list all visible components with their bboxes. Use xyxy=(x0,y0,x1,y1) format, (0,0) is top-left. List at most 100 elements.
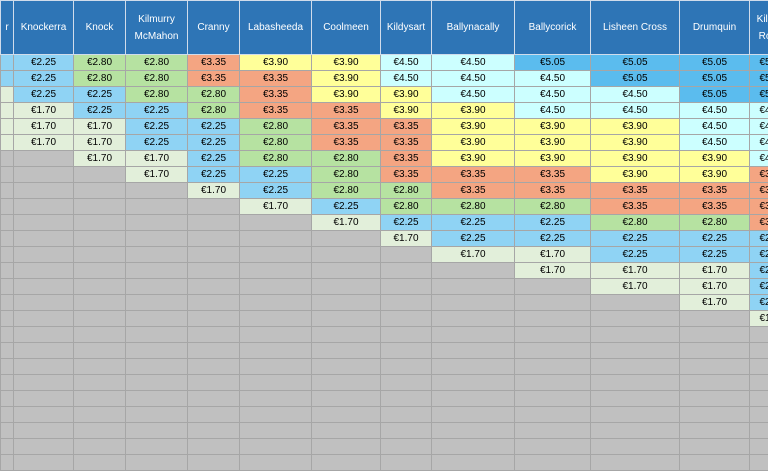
empty-cell[interactable] xyxy=(14,423,74,439)
column-header[interactable]: Kilmurry McMahon xyxy=(126,1,188,55)
fare-cell[interactable]: €4.50 xyxy=(432,71,515,87)
empty-cell[interactable] xyxy=(432,343,515,359)
column-header[interactable]: Coolmeen xyxy=(312,1,381,55)
fare-cell[interactable]: €3.90 xyxy=(432,103,515,119)
empty-cell[interactable] xyxy=(1,423,14,439)
empty-cell[interactable] xyxy=(381,279,432,295)
fare-cell[interactable]: €3.90 xyxy=(381,87,432,103)
empty-cell[interactable] xyxy=(750,439,768,455)
fare-cell[interactable]: €2.25 xyxy=(515,215,591,231)
empty-cell[interactable] xyxy=(1,167,14,183)
empty-cell[interactable] xyxy=(750,391,768,407)
empty-cell[interactable] xyxy=(74,327,126,343)
empty-cell[interactable] xyxy=(14,439,74,455)
fare-cell[interactable]: €2 xyxy=(750,247,768,263)
fare-cell[interactable]: €4.50 xyxy=(591,103,680,119)
empty-cell[interactable] xyxy=(126,263,188,279)
empty-cell[interactable] xyxy=(14,455,74,471)
empty-cell[interactable] xyxy=(126,231,188,247)
empty-cell[interactable] xyxy=(14,263,74,279)
empty-cell[interactable] xyxy=(188,311,240,327)
empty-cell[interactable] xyxy=(240,279,312,295)
fare-cell[interactable]: €2.25 xyxy=(188,135,240,151)
fare-cell[interactable]: €3.35 xyxy=(188,55,240,71)
fare-cell[interactable]: €4.50 xyxy=(432,55,515,71)
fare-cell[interactable]: €1.70 xyxy=(591,279,680,295)
empty-cell[interactable] xyxy=(591,391,680,407)
empty-cell[interactable] xyxy=(74,391,126,407)
empty-cell[interactable] xyxy=(1,135,14,151)
empty-cell[interactable] xyxy=(432,455,515,471)
fare-cell[interactable]: €2.25 xyxy=(126,135,188,151)
empty-cell[interactable] xyxy=(1,295,14,311)
empty-cell[interactable] xyxy=(188,279,240,295)
empty-cell[interactable] xyxy=(591,343,680,359)
fare-cell[interactable]: €2.25 xyxy=(381,215,432,231)
fare-cell[interactable]: €1.70 xyxy=(680,295,750,311)
fare-cell[interactable]: €2.25 xyxy=(188,151,240,167)
empty-cell[interactable] xyxy=(680,391,750,407)
empty-cell[interactable] xyxy=(312,263,381,279)
empty-cell[interactable] xyxy=(1,343,14,359)
fare-cell[interactable]: €4.50 xyxy=(381,55,432,71)
empty-cell[interactable] xyxy=(1,391,14,407)
empty-cell[interactable] xyxy=(240,391,312,407)
fare-cell[interactable]: €3.90 xyxy=(240,55,312,71)
empty-cell[interactable] xyxy=(432,311,515,327)
fare-cell[interactable]: €3.35 xyxy=(515,167,591,183)
empty-cell[interactable] xyxy=(312,407,381,423)
empty-cell[interactable] xyxy=(515,295,591,311)
fare-cell[interactable]: €3.35 xyxy=(381,135,432,151)
empty-cell[interactable] xyxy=(680,375,750,391)
empty-cell[interactable] xyxy=(432,407,515,423)
empty-cell[interactable] xyxy=(14,343,74,359)
empty-cell[interactable] xyxy=(240,455,312,471)
fare-cell[interactable]: €2.25 xyxy=(240,167,312,183)
fare-cell[interactable]: €1.70 xyxy=(680,263,750,279)
fare-cell[interactable]: €2.80 xyxy=(240,135,312,151)
empty-cell[interactable] xyxy=(680,455,750,471)
empty-cell[interactable] xyxy=(515,455,591,471)
empty-cell[interactable] xyxy=(126,343,188,359)
fare-cell[interactable]: €5.05 xyxy=(680,55,750,71)
empty-cell[interactable] xyxy=(680,359,750,375)
fare-cell[interactable]: €1.70 xyxy=(74,135,126,151)
empty-cell[interactable] xyxy=(188,263,240,279)
empty-cell[interactable] xyxy=(1,55,14,71)
empty-cell[interactable] xyxy=(680,343,750,359)
fare-cell[interactable]: €2.80 xyxy=(188,87,240,103)
fare-cell[interactable]: €2.80 xyxy=(188,103,240,119)
empty-cell[interactable] xyxy=(240,359,312,375)
fare-cell[interactable]: €2.25 xyxy=(591,231,680,247)
empty-cell[interactable] xyxy=(1,151,14,167)
empty-cell[interactable] xyxy=(515,327,591,343)
fare-cell[interactable]: €4 xyxy=(750,103,768,119)
fare-cell[interactable]: €3.35 xyxy=(312,135,381,151)
fare-cell[interactable]: €5 xyxy=(750,87,768,103)
fare-cell[interactable]: €1.70 xyxy=(14,119,74,135)
empty-cell[interactable] xyxy=(188,231,240,247)
empty-cell[interactable] xyxy=(312,247,381,263)
empty-cell[interactable] xyxy=(591,439,680,455)
empty-cell[interactable] xyxy=(74,423,126,439)
empty-cell[interactable] xyxy=(14,391,74,407)
empty-cell[interactable] xyxy=(188,455,240,471)
fare-cell[interactable]: €2.80 xyxy=(680,215,750,231)
fare-cell[interactable]: €3.90 xyxy=(515,135,591,151)
empty-cell[interactable] xyxy=(240,343,312,359)
empty-cell[interactable] xyxy=(14,199,74,215)
empty-cell[interactable] xyxy=(126,279,188,295)
empty-cell[interactable] xyxy=(126,423,188,439)
fare-cell[interactable]: €2.80 xyxy=(515,199,591,215)
fare-cell[interactable]: €3.90 xyxy=(432,119,515,135)
empty-cell[interactable] xyxy=(240,263,312,279)
fare-cell[interactable]: €4.50 xyxy=(680,103,750,119)
fare-cell[interactable]: €1.70 xyxy=(515,263,591,279)
empty-cell[interactable] xyxy=(126,439,188,455)
fare-cell[interactable]: €2.25 xyxy=(188,167,240,183)
empty-cell[interactable] xyxy=(126,359,188,375)
empty-cell[interactable] xyxy=(188,215,240,231)
empty-cell[interactable] xyxy=(240,231,312,247)
empty-cell[interactable] xyxy=(432,439,515,455)
fare-cell[interactable]: €3.90 xyxy=(432,151,515,167)
